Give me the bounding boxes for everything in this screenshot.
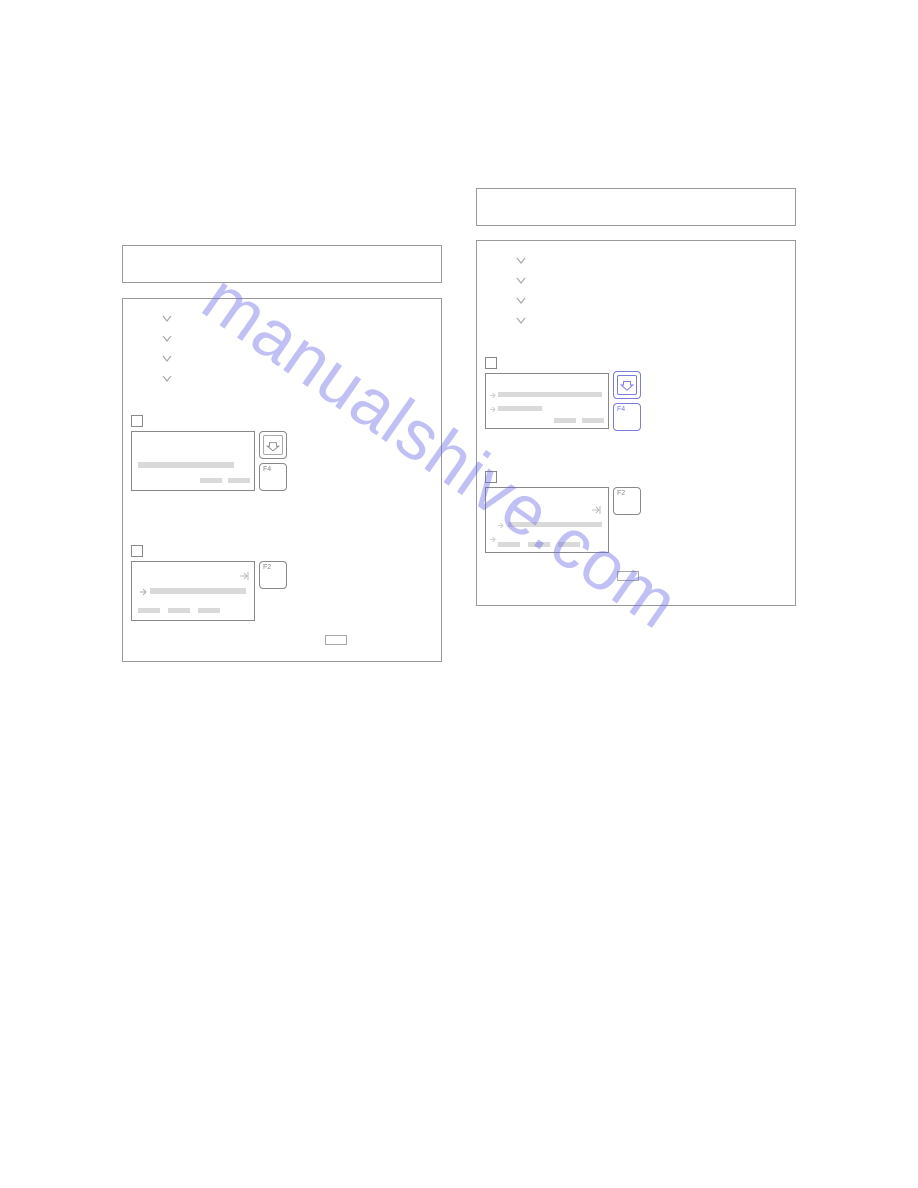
step-marker [131,545,143,557]
lcd-button-label [138,608,160,613]
cursor-right-icon [498,522,505,529]
tab-right-icon [592,506,602,514]
lcd-button-label [498,542,520,547]
reference-box [325,635,347,645]
f2-key[interactable]: F2 [613,487,641,515]
chevron-down-icon [161,373,173,385]
f4-key[interactable]: F4 [613,403,641,431]
key-label-f2: F2 [617,490,625,497]
reference-box [617,571,639,581]
tab-right-icon [240,572,250,580]
key-label-f2: F2 [263,564,271,571]
chevron-down-icon [515,255,527,267]
step-marker [485,357,497,369]
lcd-button-label [554,418,576,423]
lcd-panel-2 [131,561,255,621]
cursor-right-icon [490,536,497,543]
right-title-box [476,188,796,226]
lcd-text-line [150,588,246,594]
lcd-button-label [558,542,580,547]
down-arrow-key[interactable] [613,371,641,399]
cursor-right-icon [490,406,497,413]
key-label-f4: F4 [263,466,271,473]
lcd-panel-1 [485,373,609,429]
lcd-button-label [200,478,222,483]
cursor-right-icon [140,588,148,596]
lcd-text-line [508,522,602,527]
lcd-panel-1 [131,431,255,491]
lcd-panel-2 [485,487,609,553]
lcd-text-line [498,406,542,411]
f4-key[interactable]: F4 [259,463,287,491]
right-section: F4 F2 [476,240,796,606]
step-marker [131,415,143,427]
down-arrow-key[interactable] [259,431,287,459]
lcd-text-line [138,462,234,468]
step-marker [485,471,497,483]
left-title-box [122,245,442,283]
chevron-down-icon [515,315,527,327]
lcd-text-line [498,392,602,397]
key-label-f4: F4 [617,406,625,413]
lcd-button-label [198,608,220,613]
lcd-button-label [168,608,190,613]
chevron-down-icon [515,275,527,287]
chevron-down-icon [515,295,527,307]
lcd-button-label [528,542,550,547]
lcd-button-label [582,418,604,423]
chevron-down-icon [161,313,173,325]
lcd-button-label [228,478,250,483]
chevron-down-icon [161,353,173,365]
cursor-right-icon [490,392,497,399]
chevron-down-icon [161,333,173,345]
f2-key[interactable]: F2 [259,561,287,589]
left-section: F4 F2 [122,298,442,662]
